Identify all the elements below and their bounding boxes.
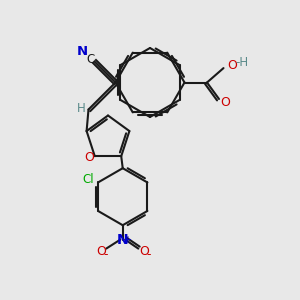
Text: -H: -H (236, 56, 249, 69)
Text: H: H (76, 101, 85, 115)
Text: N: N (117, 233, 128, 247)
Text: +: + (123, 235, 131, 245)
Text: O: O (97, 244, 106, 257)
Text: -: - (103, 248, 108, 261)
Text: C: C (86, 53, 95, 66)
Text: O: O (140, 244, 149, 257)
Text: -: - (146, 248, 151, 261)
Text: O: O (228, 59, 237, 72)
Text: N: N (77, 45, 88, 58)
Text: Cl: Cl (82, 173, 94, 186)
Text: O: O (220, 96, 230, 109)
Text: O: O (84, 151, 94, 164)
